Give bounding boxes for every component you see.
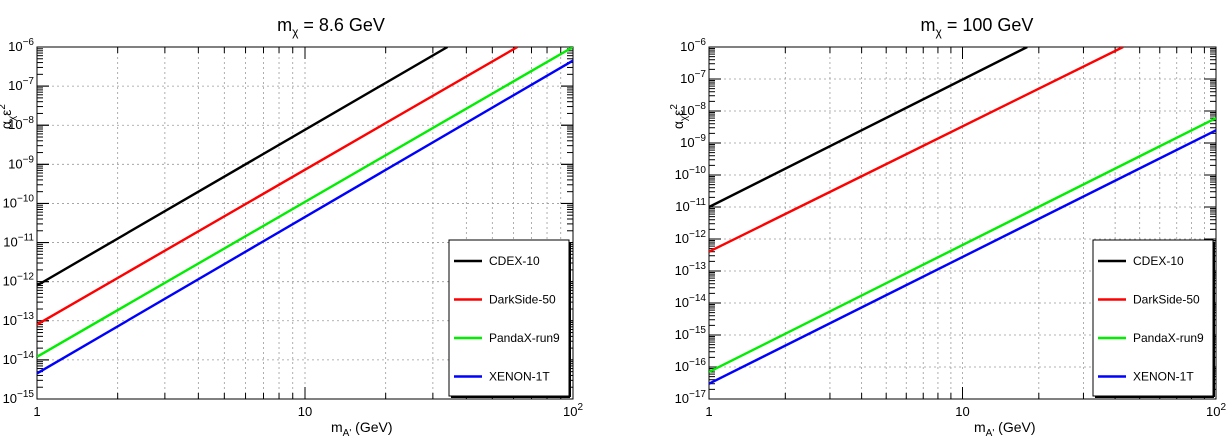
y-axis-label: αχε2 <box>0 104 18 130</box>
x-tick-label: 1 <box>33 404 40 419</box>
legend-label: PandaX-run9 <box>1133 331 1204 345</box>
x-tick-label: 10 <box>298 404 312 419</box>
plot-frame <box>708 46 1217 400</box>
series-line-pandax-run9 <box>709 117 1216 374</box>
series-line-cdex-10 <box>37 47 449 287</box>
y-tick-label: 10−11 <box>3 233 34 250</box>
legend-label: XENON-1T <box>489 370 550 384</box>
legend: CDEX-10 DarkSide-50 PandaX-run9 XENON-1T <box>1092 239 1215 398</box>
x-tick-label: 10 <box>955 404 969 419</box>
y-tick-label: 10−13 <box>675 261 707 278</box>
y-tick-label: 10−12 <box>675 229 707 246</box>
legend-label: PandaX-run9 <box>489 331 560 345</box>
x-axis-label: mA' (GeV) <box>974 419 1036 436</box>
legend-box <box>1092 239 1214 397</box>
legend-label: XENON-1T <box>1133 370 1194 384</box>
axis-ticks <box>36 46 574 400</box>
x-tick-label: 1 <box>705 404 712 419</box>
y-tick-label: 10−14 <box>3 350 35 367</box>
series-lines <box>37 47 573 375</box>
legend-label: DarkSide-50 <box>489 293 556 307</box>
y-tick-label: 10−10 <box>3 193 35 210</box>
legend-label: CDEX-10 <box>489 254 540 268</box>
y-tick-label: 10−9 <box>680 133 706 150</box>
series-line-cdex-10 <box>709 47 1028 209</box>
series-line-xenon-1t <box>709 129 1216 385</box>
legend-box <box>448 239 570 397</box>
y-tick-label: 10−15 <box>3 389 35 406</box>
y-tick-label: 10−13 <box>3 311 35 328</box>
series-line-xenon-1t <box>37 59 573 375</box>
y-tick-label: 10−12 <box>3 272 35 289</box>
x-axis-label: mA' (GeV) <box>331 419 393 436</box>
series-line-pandax-run9 <box>37 47 573 358</box>
panel-title: mχ = 8.6 GeV <box>277 15 385 39</box>
series-line-darkside-50 <box>37 47 518 326</box>
y-tick-label: 10−8 <box>680 101 706 118</box>
series-line-darkside-50 <box>709 47 1124 253</box>
y-tick-label: 10−15 <box>675 325 707 342</box>
legend: CDEX-10 DarkSide-50 PandaX-run9 XENON-1T <box>448 239 571 398</box>
chart-panel-2: mχ = 100 GeV 1 10 102 10−17 10−16 10−15 10−14 10… <box>669 15 1226 436</box>
y-tick-label: 10−6 <box>8 37 34 54</box>
y-tick-label: 10−14 <box>675 293 707 310</box>
series-lines <box>709 47 1216 385</box>
y-tick-label: 10−8 <box>8 115 34 132</box>
x-tick-label: 102 <box>1206 402 1226 419</box>
y-tick-label: 10−10 <box>675 165 707 182</box>
x-tick-label: 102 <box>563 402 583 419</box>
grid-lines <box>709 47 1216 399</box>
y-axis-label: αχε2 <box>669 104 690 130</box>
y-tick-label: 10−7 <box>8 76 34 93</box>
legend-label: DarkSide-50 <box>1133 293 1200 307</box>
panel-title: mχ = 100 GeV <box>921 15 1034 39</box>
y-tick-label: 10−17 <box>675 389 707 406</box>
y-tick-label: 10−11 <box>675 197 706 214</box>
y-tick-label: 10−9 <box>8 154 34 171</box>
y-tick-label: 10−6 <box>680 37 706 54</box>
y-tick-label: 10−16 <box>675 357 707 374</box>
y-tick-label: 10−7 <box>680 69 706 86</box>
chart-panel-1: mχ = 8.6 GeV 1 10 102 10−15 10−14 10−13 10−12 10… <box>0 15 583 436</box>
plot-frame <box>36 46 574 400</box>
legend-label: CDEX-10 <box>1133 254 1184 268</box>
